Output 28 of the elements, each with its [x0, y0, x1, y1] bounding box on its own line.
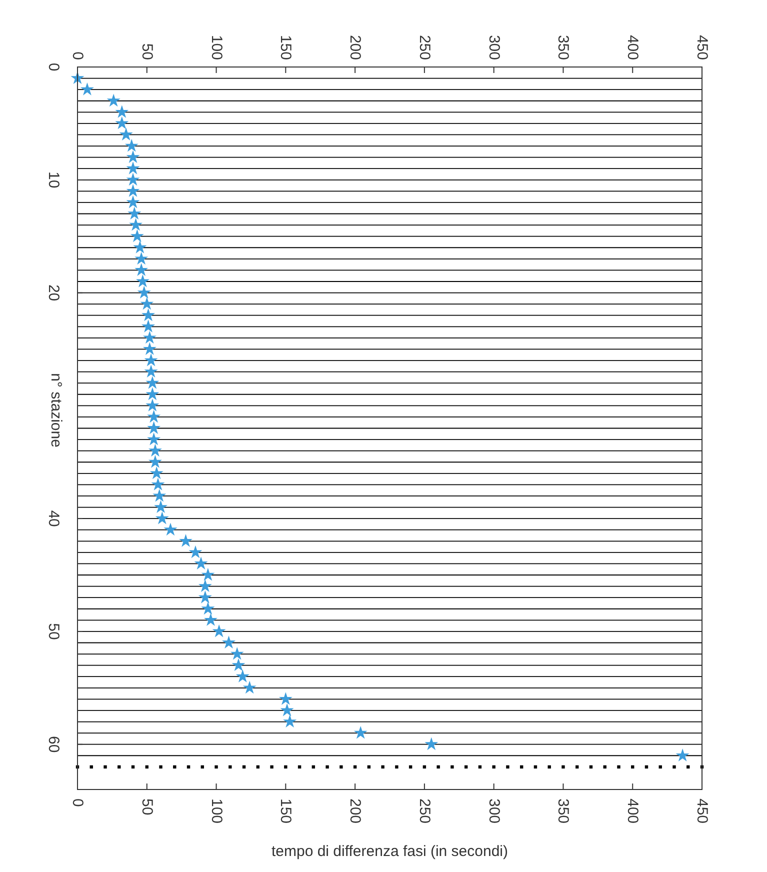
y-tick-label: 60	[45, 736, 62, 753]
y-tick-label: 50	[45, 623, 62, 640]
x2-tick-label: 300	[485, 798, 502, 824]
x-tick-label: 400	[624, 34, 642, 60]
x2-tick-label: 350	[554, 798, 572, 824]
y-tick-label: 10	[45, 172, 62, 188]
x2-tick-label: 450	[694, 798, 710, 824]
y-tick-label: 0	[45, 62, 62, 72]
x2-tick-label: 100	[208, 798, 225, 824]
x-tick-label: 450	[694, 34, 710, 60]
x-tick-label: 300	[485, 34, 502, 60]
x-tick-label: 0	[69, 52, 86, 60]
x-axis-title: tempo di differenza fasi (in secondi)	[271, 843, 508, 860]
x-tick-label: 100	[208, 34, 225, 60]
y-tick-label: 20	[45, 284, 62, 302]
x2-tick-label: 0	[69, 798, 86, 807]
y-tick-label: 40	[45, 510, 62, 527]
x-tick-label: 50	[138, 43, 156, 60]
y-axis-title: n° stazione	[48, 373, 65, 448]
x2-tick-label: 200	[346, 798, 364, 824]
x2-tick-label: 50	[138, 798, 156, 816]
x2-tick-label: 150	[277, 798, 294, 824]
x-tick-label: 250	[416, 34, 433, 60]
x-tick-label: 150	[277, 34, 294, 60]
x-tick-label: 200	[346, 34, 364, 60]
x2-tick-label: 250	[416, 798, 433, 824]
x2-tick-label: 400	[624, 798, 642, 824]
x-tick-label: 350	[554, 34, 572, 60]
